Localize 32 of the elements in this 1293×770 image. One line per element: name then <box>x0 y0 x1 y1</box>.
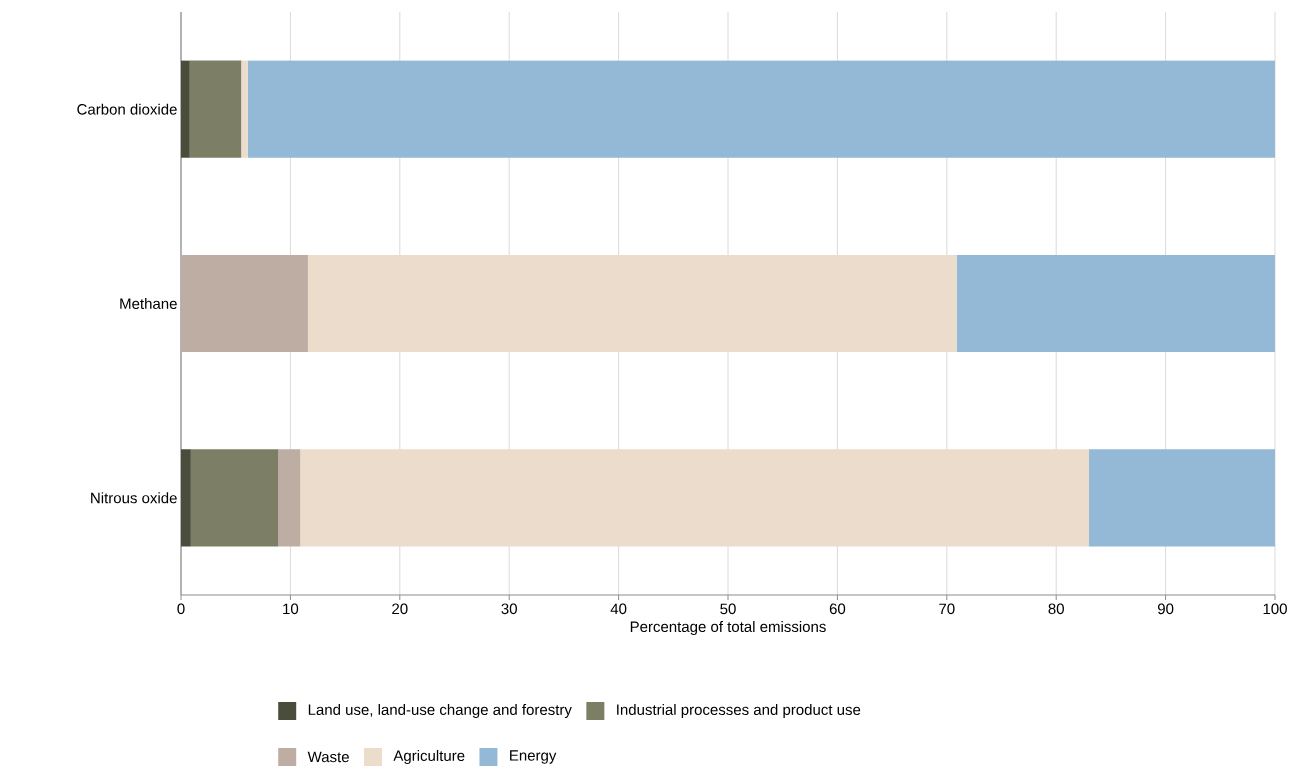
bar <box>278 449 301 547</box>
x-tick-label: 70 <box>939 603 955 615</box>
bar <box>189 60 242 158</box>
x-tick-label: 40 <box>610 603 627 615</box>
x-tick-label: 20 <box>392 603 408 615</box>
legend-label: Agriculture <box>393 749 465 764</box>
x-tick-label: 60 <box>829 603 846 615</box>
legend-label: Industrial processes and product use <box>617 703 861 718</box>
x-tick-label: 30 <box>501 603 517 615</box>
bar <box>247 60 1275 158</box>
x-axis-title: Percentage of total emissions <box>630 621 826 635</box>
y-tick-label: Nitrous oxide <box>91 492 177 504</box>
bar <box>181 449 191 547</box>
x-tick-label: 50 <box>720 603 736 615</box>
x-tick-label: 10 <box>283 603 299 615</box>
legend-label: Waste <box>307 751 349 763</box>
x-tick-label: 0 <box>177 603 185 615</box>
legend-label: Land use, land-use change and forestry <box>308 703 572 718</box>
bar <box>1089 449 1275 547</box>
y-tick-label: Carbon dioxide <box>77 103 177 115</box>
x-tick-label: 80 <box>1048 603 1064 615</box>
bar <box>190 449 279 547</box>
bar <box>307 254 957 353</box>
bar <box>241 60 248 158</box>
bar <box>300 449 1090 547</box>
x-tick-label: 90 <box>1157 603 1174 615</box>
legend-label: Energy <box>510 750 557 764</box>
x-tick-label: 100 <box>1263 603 1287 615</box>
bar <box>181 60 190 158</box>
bar <box>181 254 308 353</box>
y-tick-label: Methane <box>120 297 177 309</box>
bar <box>956 254 1275 353</box>
